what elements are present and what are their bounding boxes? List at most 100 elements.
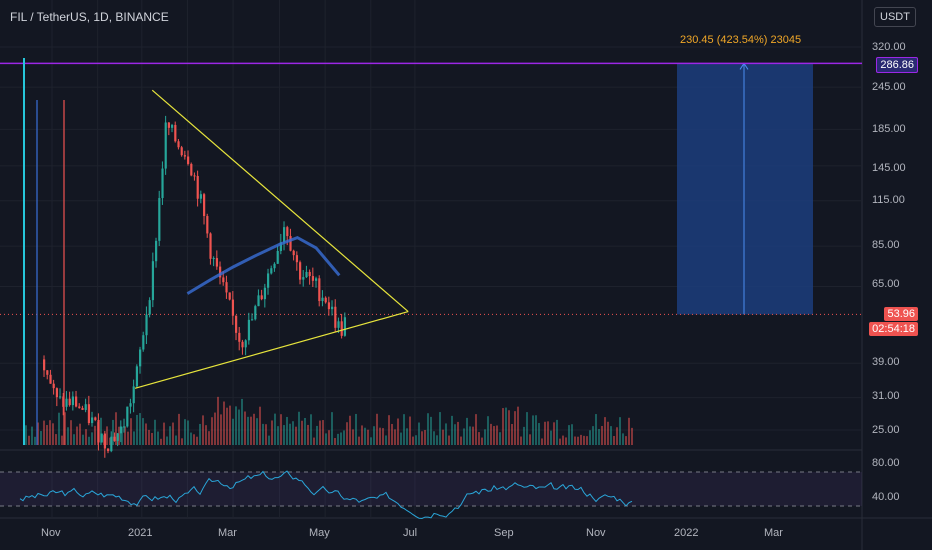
volume-bar: [334, 438, 336, 445]
volume-bar: [82, 434, 84, 445]
volume-bar: [382, 428, 384, 445]
candle-body: [100, 433, 103, 443]
volume-bar: [457, 421, 459, 445]
volume-bar: [376, 413, 378, 445]
candle-body: [171, 124, 174, 128]
y-tick-label: 185.00: [872, 123, 906, 135]
x-tick-label: May: [309, 527, 330, 539]
volume-bar: [592, 426, 594, 445]
candle-body: [254, 306, 257, 320]
volume-bar: [190, 432, 192, 445]
volume-bar: [223, 401, 225, 445]
volume-bar: [112, 419, 114, 445]
candle-body: [151, 261, 155, 301]
candle-body: [110, 436, 113, 452]
x-tick-label: Nov: [586, 527, 606, 539]
volume-bar: [352, 429, 354, 445]
candle-body: [247, 319, 251, 341]
volume-bar: [472, 426, 474, 445]
volume-bar: [259, 406, 261, 445]
volume-bar: [361, 425, 363, 445]
volume-bar: [91, 432, 93, 445]
volume-bar: [226, 407, 228, 445]
volume-bar: [598, 428, 600, 445]
volume-bar: [244, 411, 246, 445]
projection-label: 230.45 (423.54%) 23045: [680, 34, 802, 46]
volume-bar: [325, 433, 327, 445]
volume-bar: [388, 415, 390, 445]
candle-body: [193, 175, 196, 177]
volume-bar: [286, 416, 288, 445]
candle-body: [263, 287, 267, 300]
volume-bar: [331, 412, 333, 445]
candle-body: [142, 335, 145, 350]
candle-body: [343, 317, 347, 336]
volume-bar: [403, 414, 405, 445]
volume-bar: [280, 414, 282, 445]
volume-bar: [496, 425, 498, 445]
volume-bar: [229, 405, 231, 445]
volume-bar: [430, 416, 432, 445]
volume-bar: [307, 424, 309, 445]
candle-body: [103, 433, 107, 449]
candle-body: [78, 406, 81, 408]
volume-bar: [493, 426, 495, 445]
volume-bar: [193, 434, 195, 445]
volume-bar: [304, 417, 306, 445]
candle-body: [84, 404, 87, 410]
candle-body: [161, 168, 164, 199]
volume-bar: [301, 420, 303, 445]
volume-bar: [466, 417, 468, 445]
y-tick-label: 39.00: [872, 356, 900, 368]
volume-bar: [247, 416, 249, 445]
volume-bar: [580, 434, 582, 445]
volume-bar: [151, 432, 153, 445]
candle-body: [228, 292, 231, 300]
volume-bar: [25, 425, 27, 445]
volume-bar: [418, 422, 420, 445]
volume-bar: [64, 412, 66, 445]
candle-body: [286, 227, 289, 237]
volume-bar: [550, 430, 552, 445]
x-tick-label: Mar: [218, 527, 237, 539]
volume-bar: [586, 436, 588, 445]
volume-bar: [619, 417, 621, 445]
volume-bar: [40, 431, 42, 445]
volume-bar: [583, 435, 585, 445]
volume-bar: [232, 418, 234, 445]
candle-body: [46, 370, 49, 375]
currency-unit-button[interactable]: USDT: [874, 7, 916, 27]
volume-bar: [364, 427, 366, 445]
volume-bar: [346, 422, 348, 445]
volume-bar: [274, 413, 276, 445]
volume-bar: [631, 427, 633, 445]
candle-body: [331, 306, 334, 310]
candle-body: [87, 404, 91, 424]
x-tick-label: Sep: [494, 527, 514, 539]
candle-body: [238, 332, 241, 342]
candle-body: [196, 175, 199, 199]
volume-bar: [133, 431, 135, 445]
candle-body: [135, 366, 139, 387]
volume-bar: [448, 435, 450, 445]
volume-bar: [283, 425, 285, 445]
candle-body: [94, 417, 97, 420]
volume-bar: [412, 436, 414, 445]
volume-bar: [88, 436, 90, 445]
volume-bar: [217, 396, 219, 445]
volume-bar: [28, 435, 30, 445]
volume-bar: [541, 438, 543, 445]
volume-bar: [415, 435, 417, 445]
volume-bar: [460, 436, 462, 445]
candle-body: [129, 403, 132, 407]
candle-body: [59, 396, 62, 398]
candle-body: [244, 340, 247, 348]
volume-bar: [391, 423, 393, 445]
volume-bar: [100, 417, 102, 445]
rsi-line: [19, 470, 633, 520]
volume-bar: [499, 432, 501, 445]
volume-bar: [445, 423, 447, 445]
volume-bar: [58, 412, 60, 445]
candle-body: [164, 122, 167, 169]
